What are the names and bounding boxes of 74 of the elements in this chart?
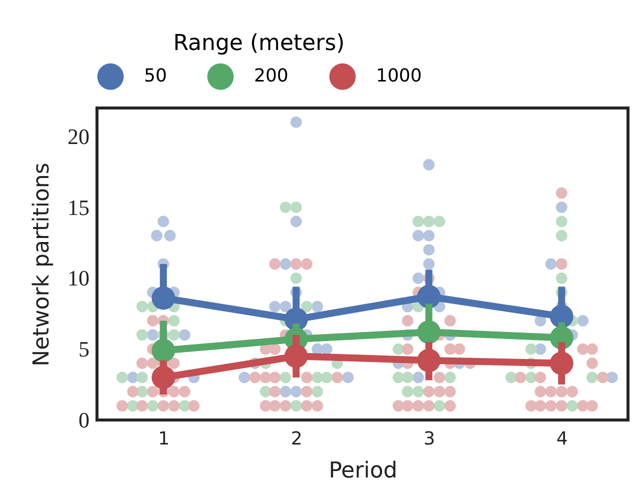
point bbox=[586, 372, 598, 384]
point bbox=[577, 315, 589, 326]
point bbox=[444, 372, 456, 384]
point bbox=[606, 372, 618, 384]
point bbox=[412, 386, 424, 398]
point bbox=[147, 400, 158, 412]
point bbox=[178, 329, 190, 341]
point bbox=[402, 386, 414, 398]
y-tick-label: 20 bbox=[68, 124, 90, 149]
point bbox=[392, 372, 404, 384]
legend-label: 1000 bbox=[376, 66, 422, 87]
point bbox=[168, 315, 180, 326]
point bbox=[402, 372, 414, 384]
point bbox=[290, 202, 302, 213]
point bbox=[505, 372, 517, 384]
point bbox=[238, 372, 250, 384]
point bbox=[320, 372, 332, 384]
point bbox=[280, 372, 292, 384]
point bbox=[525, 343, 537, 355]
point bbox=[301, 300, 312, 312]
point bbox=[412, 372, 424, 384]
point bbox=[290, 400, 302, 412]
y-axis-title: Network partitions bbox=[30, 162, 54, 366]
x-axis-title: Period bbox=[328, 458, 398, 484]
point bbox=[164, 230, 176, 242]
point bbox=[556, 272, 568, 284]
point bbox=[168, 329, 180, 341]
legend-title: Range (meters) bbox=[173, 31, 345, 56]
point bbox=[434, 400, 446, 412]
point bbox=[280, 258, 292, 270]
point bbox=[136, 300, 148, 312]
point bbox=[556, 230, 568, 242]
point bbox=[158, 216, 170, 228]
legend-label: 200 bbox=[254, 66, 288, 87]
point bbox=[423, 216, 435, 228]
point bbox=[280, 202, 292, 213]
point bbox=[342, 372, 354, 384]
legend-label: 50 bbox=[144, 66, 167, 87]
point bbox=[312, 300, 324, 312]
point bbox=[147, 329, 158, 341]
point bbox=[434, 216, 446, 228]
point bbox=[290, 216, 302, 228]
point bbox=[412, 272, 424, 284]
point bbox=[280, 300, 292, 312]
point bbox=[280, 386, 292, 398]
point bbox=[320, 343, 332, 355]
point bbox=[412, 230, 424, 242]
y-tick-label: 5 bbox=[78, 336, 90, 362]
point bbox=[136, 372, 148, 384]
point bbox=[290, 272, 302, 284]
point bbox=[423, 244, 435, 256]
point bbox=[290, 116, 302, 128]
point bbox=[423, 258, 435, 270]
y-tick-label: 10 bbox=[68, 266, 90, 291]
y-tick-label: 0 bbox=[78, 408, 90, 432]
point bbox=[269, 300, 281, 312]
x-tick-label: 3 bbox=[424, 428, 436, 450]
point bbox=[312, 386, 324, 398]
point bbox=[290, 386, 302, 398]
point bbox=[545, 258, 557, 270]
point bbox=[556, 202, 568, 213]
point bbox=[423, 230, 435, 242]
point bbox=[392, 343, 404, 355]
x-tick-label: 2 bbox=[290, 428, 302, 450]
point bbox=[423, 159, 435, 170]
point bbox=[412, 216, 424, 228]
point bbox=[136, 329, 148, 341]
x-tick-label: 1 bbox=[158, 428, 170, 450]
point bbox=[566, 400, 578, 412]
point bbox=[556, 216, 568, 228]
point bbox=[151, 230, 162, 242]
x-tick-label: 4 bbox=[556, 428, 568, 450]
y-tick-label: 15 bbox=[68, 194, 90, 220]
point bbox=[116, 372, 128, 384]
